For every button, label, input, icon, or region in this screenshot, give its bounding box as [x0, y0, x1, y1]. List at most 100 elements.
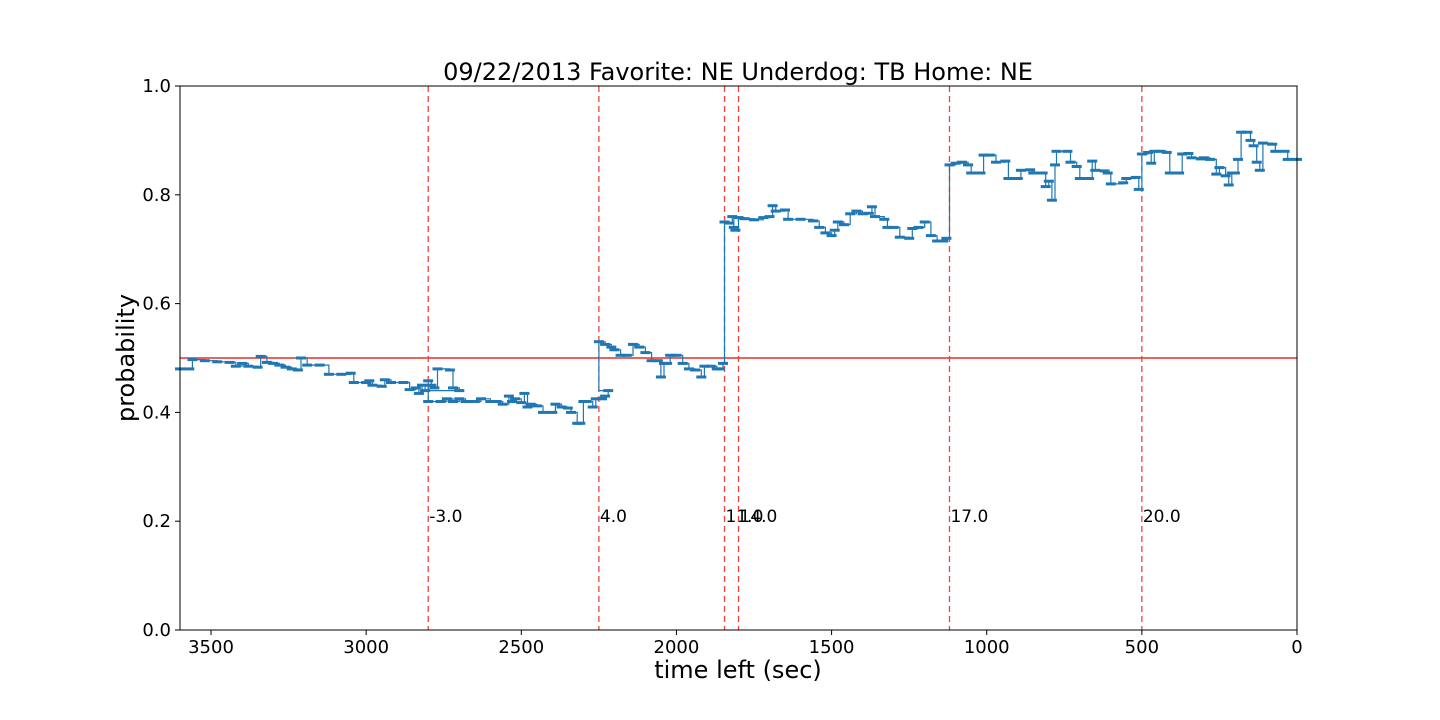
data-point [323, 372, 334, 376]
data-point [1236, 130, 1247, 134]
y-tick-label: 0.2 [142, 511, 171, 532]
data-point [243, 364, 254, 368]
data-point [336, 372, 347, 376]
data-point [739, 217, 750, 221]
data-point [677, 361, 688, 365]
data-point [1065, 160, 1076, 164]
data-point [566, 410, 576, 414]
data-point [728, 225, 739, 229]
data-point [296, 356, 306, 360]
data-point [429, 386, 440, 390]
data-point [423, 379, 434, 383]
data-point [522, 405, 533, 409]
x-tick-label: 1000 [964, 637, 1010, 658]
data-point [690, 368, 701, 372]
data-point [550, 402, 561, 406]
data-point [1267, 142, 1278, 146]
data-point [597, 397, 607, 401]
data-point [448, 386, 458, 390]
data-point [795, 217, 806, 221]
data-point [1090, 168, 1101, 172]
data-point [423, 400, 434, 403]
data-point [1270, 149, 1281, 153]
data-point [562, 406, 573, 410]
data-point [261, 360, 272, 364]
data-point [925, 234, 936, 238]
data-point [444, 368, 455, 372]
data-point [894, 235, 905, 239]
data-point [1143, 150, 1154, 154]
data-point [730, 228, 741, 232]
data-point [590, 397, 601, 401]
data-point [252, 365, 263, 369]
data-point [1121, 177, 1132, 180]
data-point [978, 153, 989, 157]
data-point [519, 391, 530, 395]
data-point [628, 342, 638, 346]
data-point [1257, 141, 1268, 145]
data-point [646, 359, 657, 363]
data-point [671, 353, 682, 357]
data-point [538, 410, 548, 414]
data-point [634, 345, 645, 349]
data-point [441, 397, 452, 401]
data-point [966, 171, 977, 175]
data-point [410, 386, 421, 390]
data-point [556, 405, 567, 409]
data-point [432, 367, 443, 371]
data-point [1105, 182, 1116, 186]
data-point [314, 363, 325, 367]
data-point [268, 361, 279, 365]
data-point [286, 367, 297, 371]
data-point [547, 410, 558, 414]
data-point [1050, 163, 1060, 167]
data-point [581, 400, 592, 403]
data-point [187, 358, 198, 362]
data-point [1248, 144, 1259, 148]
data-point [379, 378, 390, 382]
data-point [507, 400, 517, 403]
data-point [420, 389, 431, 393]
data-point [683, 367, 694, 371]
data-point [302, 363, 313, 367]
data-point [808, 219, 818, 223]
data-point [832, 220, 843, 224]
data-point [950, 161, 961, 165]
data-point [1155, 149, 1166, 153]
data-point [469, 400, 480, 403]
data-point [199, 359, 210, 363]
event-label-1: 4.0 [600, 507, 627, 527]
data-point [1245, 138, 1256, 142]
x-axis: 3500 3000 2500 2000 1500 1000 500 0 [188, 630, 1303, 658]
data-point [1229, 171, 1240, 175]
data-point [413, 391, 424, 395]
data-point [1198, 156, 1209, 160]
data-point [503, 394, 514, 398]
data-point [913, 225, 924, 229]
data-point [1146, 161, 1157, 165]
data-point [1254, 168, 1265, 172]
data-point [1223, 183, 1234, 187]
data-point [1205, 157, 1216, 161]
data-point [718, 361, 728, 365]
data-point [1051, 149, 1062, 153]
x-tick-label: 3500 [188, 637, 234, 658]
data-point [364, 379, 375, 383]
data-point [606, 345, 617, 349]
data-point [724, 221, 735, 225]
data-point [274, 363, 285, 367]
data-point [516, 401, 527, 405]
data-point [1043, 179, 1054, 183]
data-point [767, 204, 778, 208]
data-point [609, 348, 620, 352]
data-point [237, 361, 248, 365]
data-point [1062, 149, 1073, 153]
data-point [1040, 185, 1051, 189]
chart-title: 09/22/2013 Favorite: NE Underdog: TB Hom… [443, 58, 1033, 86]
data-point [1282, 157, 1293, 161]
data-point [497, 402, 508, 406]
data-point [417, 383, 427, 387]
data-point [956, 160, 967, 164]
data-point [386, 381, 396, 384]
